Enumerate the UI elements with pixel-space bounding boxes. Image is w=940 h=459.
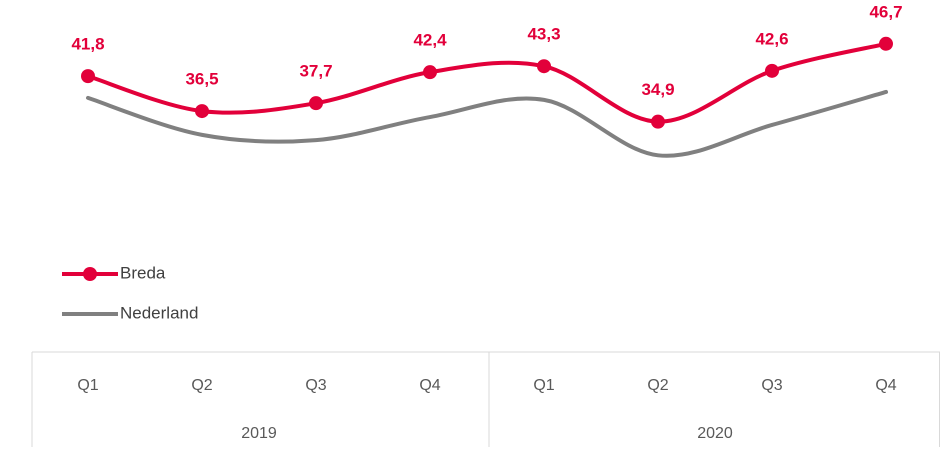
data-label: 46,7 — [869, 2, 902, 21]
data-label: 42,4 — [413, 31, 447, 50]
data-label: 43,3 — [527, 25, 560, 44]
x-tick-label: Q1 — [533, 377, 554, 394]
point-marker — [309, 96, 323, 111]
legend-label: Breda — [120, 263, 166, 282]
point-marker — [765, 63, 779, 78]
series-line — [86, 41, 888, 124]
data-label: 36,5 — [185, 70, 218, 89]
data-label: 41,8 — [71, 35, 104, 54]
legend-marker — [83, 267, 97, 281]
x-tick-label: Q2 — [647, 377, 668, 394]
x-tick-label: Q1 — [77, 377, 98, 394]
point-marker — [195, 104, 209, 119]
x-tick-label: Q2 — [191, 377, 212, 394]
point-marker — [537, 59, 551, 74]
x-tick-label: Q3 — [305, 377, 326, 394]
legend-label: Nederland — [120, 303, 198, 322]
point-marker — [651, 114, 665, 129]
series-line — [86, 89, 888, 158]
x-group-label: 2019 — [241, 425, 277, 442]
point-marker — [879, 36, 893, 51]
data-label: 42,6 — [755, 29, 788, 48]
x-tick-label: Q4 — [875, 377, 896, 394]
x-tick-label: Q4 — [419, 377, 440, 394]
data-label: 37,7 — [299, 62, 332, 81]
point-marker — [81, 69, 95, 84]
data-label: 34,9 — [641, 80, 674, 99]
point-marker — [423, 65, 437, 80]
x-group-label: 2020 — [697, 425, 733, 442]
x-tick-label: Q3 — [761, 377, 782, 394]
